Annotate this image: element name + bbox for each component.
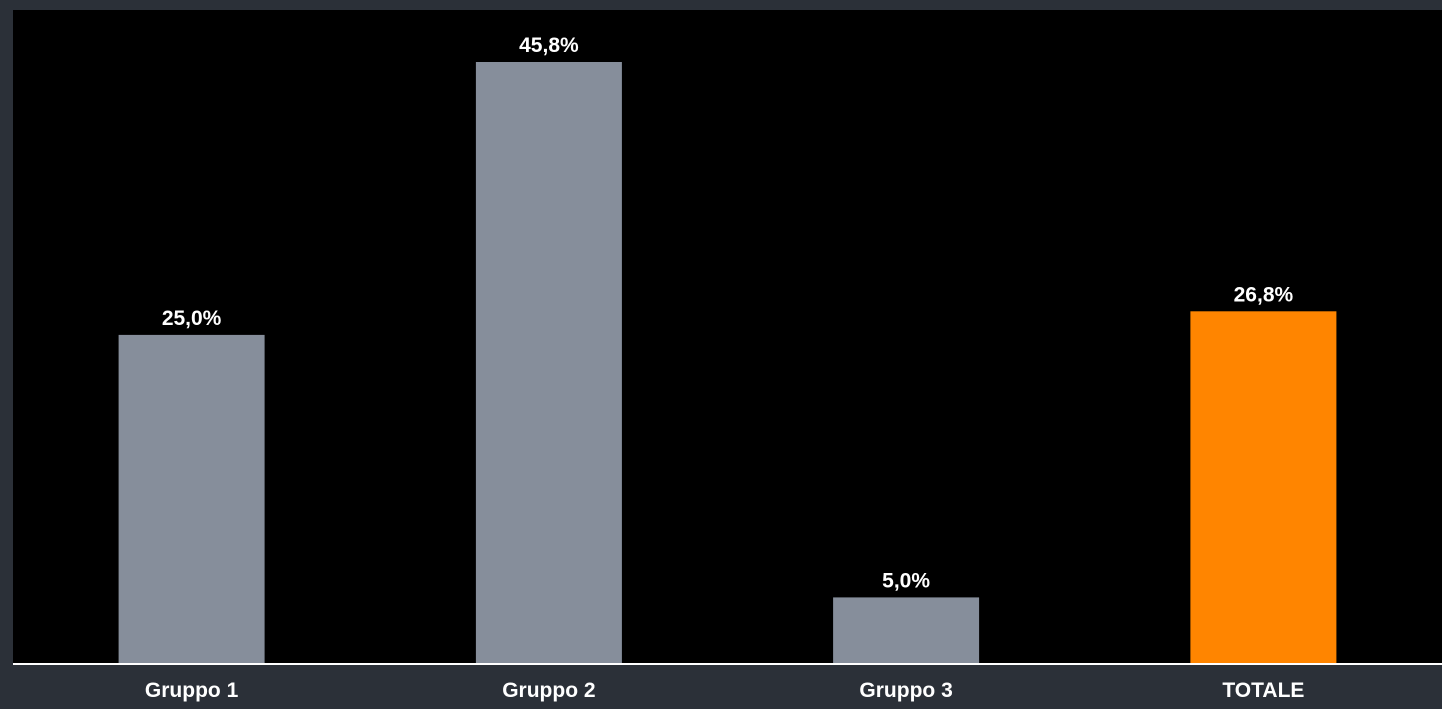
category-label-gruppo-1: Gruppo 1 [145, 679, 239, 702]
value-label-totale: 26,8% [1234, 283, 1294, 306]
value-label-gruppo-3: 5,0% [882, 569, 930, 592]
bars-group [118, 62, 1337, 663]
bar-gruppo-2 [475, 62, 622, 663]
category-label-totale: TOTALE [1222, 679, 1304, 702]
category-label-gruppo-3: Gruppo 3 [859, 679, 952, 702]
value-label-gruppo-2: 45,8% [519, 34, 579, 57]
value-label-gruppo-1: 25,0% [162, 307, 222, 330]
category-labels-group: Gruppo 1 Gruppo 2 Gruppo 3 TOTALE [145, 679, 1305, 702]
bar-totale [1190, 311, 1337, 663]
value-labels-group: 25,0% 45,8% 5,0% 26,8% [162, 34, 1294, 592]
category-label-gruppo-2: Gruppo 2 [502, 679, 595, 702]
bar-gruppo-1 [118, 334, 265, 663]
bar-gruppo-3 [833, 597, 980, 663]
